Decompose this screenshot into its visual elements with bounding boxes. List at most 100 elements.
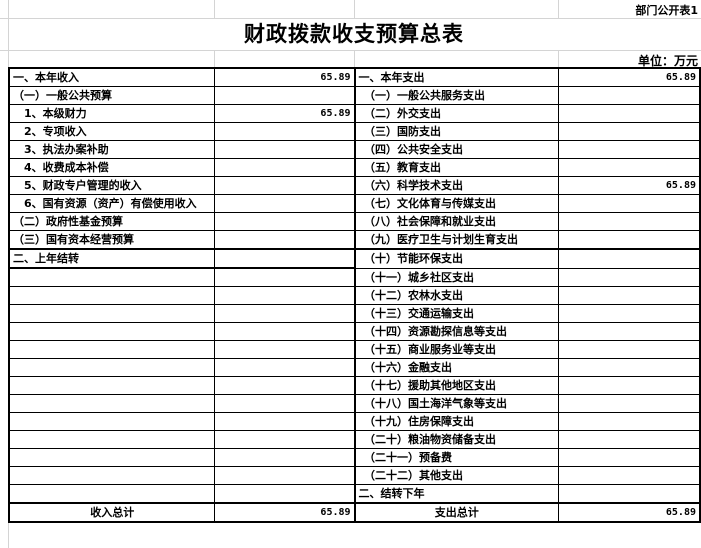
income-item-value: [214, 376, 356, 395]
expense-item-value: [557, 484, 701, 504]
income-item-label: [8, 394, 216, 413]
income-item-label: 1、本级财力: [8, 104, 216, 123]
expense-item-label: （十三）交通运输支出: [354, 304, 559, 323]
income-item-value: [214, 394, 356, 413]
table-row: （十五）商业服务业等支出: [8, 340, 701, 359]
table-number: 部门公开表1: [635, 4, 698, 17]
income-item-label: （二）政府性基金预算: [8, 212, 216, 231]
income-item-label: [8, 412, 216, 431]
table-row: 1、本级财力 65.89 （二）外交支出: [8, 104, 701, 123]
expense-item-label: （十七）援助其他地区支出: [354, 376, 559, 395]
table-row: 5、财政专户管理的收入 （六）科学技术支出 65.89: [8, 176, 701, 195]
expense-item-label: （十）节能环保支出: [354, 248, 559, 269]
expense-item-value: [557, 322, 701, 341]
income-item-value: [214, 430, 356, 449]
income-item-value: [214, 140, 356, 159]
income-item-label: [8, 286, 216, 305]
unit-label: 单位：万元: [637, 54, 698, 68]
income-item-label: [8, 448, 216, 467]
expense-item-value: 65.89: [557, 67, 701, 87]
expense-item-value: [557, 430, 701, 449]
income-item-value: [214, 122, 356, 141]
expense-item-label: （八）社会保障和就业支出: [354, 212, 559, 231]
totals-row: 收入总计 65.89 支出总计 65.89: [8, 502, 701, 523]
expense-item-value: [557, 304, 701, 323]
grid-line: [0, 50, 701, 51]
income-item-label: 6、国有资源（资产）有偿使用收入: [8, 194, 216, 213]
expense-item-value: [557, 267, 701, 287]
expense-item-label: （十六）金融支出: [354, 358, 559, 377]
expense-item-value: [557, 286, 701, 305]
income-item-label: [8, 304, 216, 323]
table-row: 一、本年收入 65.89 一、本年支出 65.89: [8, 67, 701, 87]
expense-item-label: （四）公共安全支出: [354, 140, 559, 159]
income-item-value: [214, 194, 356, 213]
income-item-value: [214, 304, 356, 323]
income-item-label: 一、本年收入: [8, 67, 216, 87]
table-row: （二）政府性基金预算 （八）社会保障和就业支出: [8, 212, 701, 231]
income-item-label: 二、上年结转: [8, 248, 216, 269]
budget-table: 一、本年收入 65.89 一、本年支出 65.89 （一）一般公共预算 （一）一般公共服…: [8, 67, 701, 523]
title-cell: [9, 19, 701, 50]
table-row: 二、结转下年: [8, 484, 701, 504]
table-row: （二十一）预备费: [8, 448, 701, 467]
income-item-label: [8, 430, 216, 449]
expense-item-label: （十五）商业服务业等支出: [354, 340, 559, 359]
table-row: （十六）金融支出: [8, 358, 701, 377]
income-item-value: [214, 176, 356, 195]
expense-total-value: 65.89: [557, 502, 701, 523]
income-item-label: [8, 484, 216, 504]
expense-item-label: （十四）资源勘探信息等支出: [354, 322, 559, 341]
expense-item-value: [557, 86, 701, 105]
table-row: 2、专项收入 （三）国防支出: [8, 122, 701, 141]
expense-item-label: （十二）农林水支出: [354, 286, 559, 305]
table-row: （二十）粮油物资储备支出: [8, 430, 701, 449]
table-row: （一）一般公共预算 （一）一般公共服务支出: [8, 86, 701, 105]
expense-total-label: 支出总计: [354, 502, 559, 523]
expense-item-value: [557, 230, 701, 250]
table-row: （十一）城乡社区支出: [8, 267, 701, 287]
income-item-value: [214, 286, 356, 305]
expense-item-label: （十八）国土海洋气象等支出: [354, 394, 559, 413]
table-row: 6、国有资源（资产）有偿使用收入 （七）文化体育与传媒支出: [8, 194, 701, 213]
expense-item-label: （九）医疗卫生与计划生育支出: [354, 230, 559, 250]
expense-item-label: （十一）城乡社区支出: [354, 267, 559, 287]
table-row: 二、上年结转 （十）节能环保支出: [8, 248, 701, 269]
expense-item-value: 65.89: [557, 176, 701, 195]
income-item-value: [214, 358, 356, 377]
income-item-label: [8, 267, 216, 287]
table-row: （十八）国土海洋气象等支出: [8, 394, 701, 413]
table-row: （三）国有资本经营预算 （九）医疗卫生与计划生育支出: [8, 230, 701, 250]
expense-item-value: [557, 340, 701, 359]
expense-item-label: 一、本年支出: [354, 67, 559, 87]
expense-item-label: 二、结转下年: [354, 484, 559, 504]
expense-item-value: [557, 376, 701, 395]
table-row: （十三）交通运输支出: [8, 304, 701, 323]
expense-item-value: [557, 212, 701, 231]
expense-item-label: （七）文化体育与传媒支出: [354, 194, 559, 213]
expense-item-value: [557, 394, 701, 413]
expense-item-value: [557, 122, 701, 141]
income-item-value: [214, 466, 356, 485]
income-item-label: [8, 376, 216, 395]
income-item-value: 65.89: [214, 104, 356, 123]
expense-item-value: [557, 248, 701, 269]
expense-item-label: （五）教育支出: [354, 158, 559, 177]
income-item-value: [214, 230, 356, 250]
income-item-value: [214, 412, 356, 431]
income-item-label: [8, 358, 216, 377]
income-item-label: 4、收费成本补偿: [8, 158, 216, 177]
income-item-value: [214, 86, 356, 105]
income-item-label: 2、专项收入: [8, 122, 216, 141]
income-item-value: 65.89: [214, 67, 356, 87]
income-item-label: （一）一般公共预算: [8, 86, 216, 105]
expense-item-value: [557, 104, 701, 123]
table-row: 4、收费成本补偿 （五）教育支出: [8, 158, 701, 177]
income-item-value: [214, 322, 356, 341]
income-item-label: （三）国有资本经营预算: [8, 230, 216, 250]
table-row: （十九）住房保障支出: [8, 412, 701, 431]
expense-item-label: （三）国防支出: [354, 122, 559, 141]
expense-item-value: [557, 140, 701, 159]
table-row: （二十二）其他支出: [8, 466, 701, 485]
